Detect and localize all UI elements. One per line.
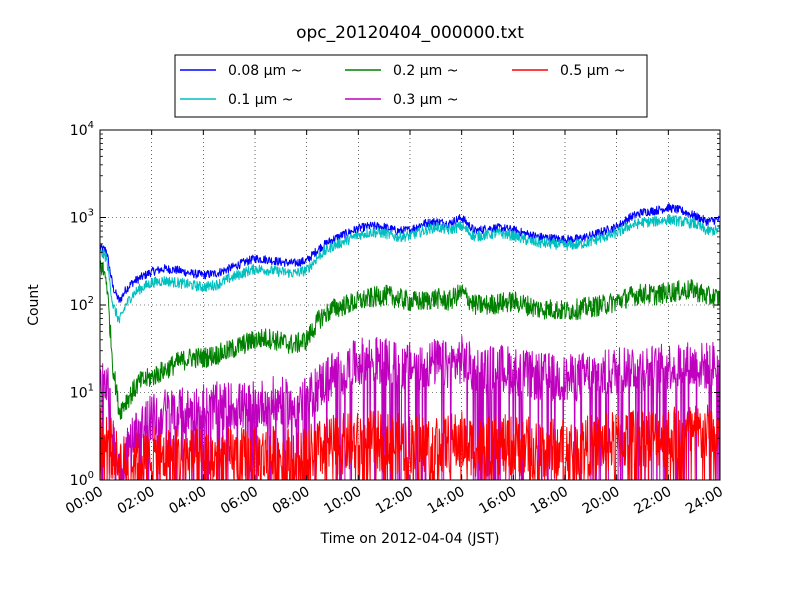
series-line-2 [100,260,720,420]
legend-box [174,54,648,118]
series-line-4 [100,404,720,480]
series-layer [100,203,720,480]
chart-title: opc_20120404_000000.txt [296,23,524,43]
legend-label-1: 0.1 μm ~ [228,92,293,108]
legend-label-4: 0.5 μm ~ [560,63,625,79]
y-tick-label: 103 [70,208,94,227]
series-line-1 [100,214,720,324]
y-tick-label: 102 [70,295,94,314]
legend-label-3: 0.3 μm ~ [393,92,458,108]
legend-label-2: 0.2 μm ~ [393,63,458,79]
series-line-3 [100,335,720,480]
y-tick-label: 104 [70,120,94,139]
x-axis-label: Time on 2012-04-04 (JST) [320,531,500,547]
legend: 0.08 μm ~ 0.1 μm ~ 0.2 μm ~ 0.3 μm ~ 0.5 μm … [174,54,648,118]
legend-label-0: 0.08 μm ~ [228,63,302,79]
y-tick-label: 101 [70,383,94,402]
y-axis-label: Count [26,284,42,326]
y-tick-label: 100 [70,470,94,489]
